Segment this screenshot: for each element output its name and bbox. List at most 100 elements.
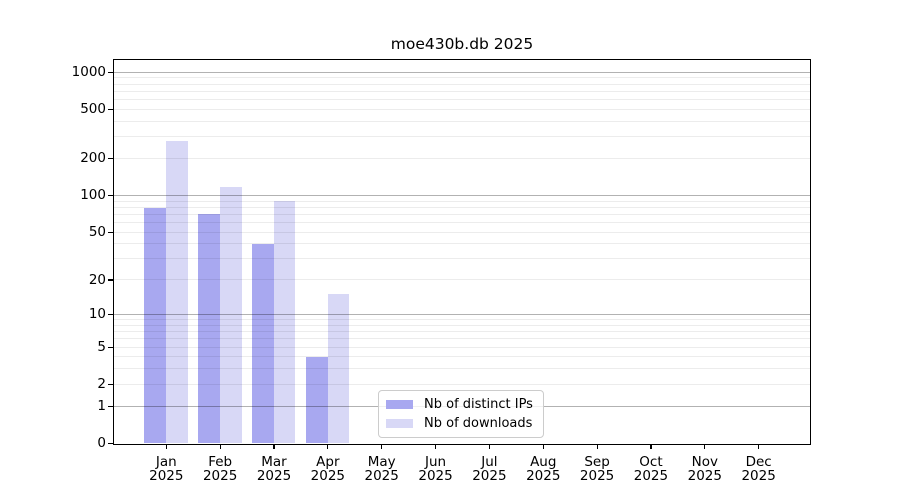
x-tick-aug <box>542 444 544 450</box>
minor-gridline-50 <box>113 231 810 233</box>
minor-gridline-300 <box>113 136 810 138</box>
y-tick-label-1: 1 <box>97 397 106 414</box>
minor-gridline-800 <box>113 83 810 85</box>
x-tick-label-jan: Jan 2025 <box>137 453 195 485</box>
x-tick-label-month: Sep <box>584 453 610 470</box>
x-tick-jun <box>434 444 437 450</box>
x-tick-label-year: 2025 <box>579 468 615 485</box>
x-tick-label-month: Oct <box>639 453 663 470</box>
x-tick-dec <box>758 444 760 450</box>
minor-gridline-200 <box>113 158 810 160</box>
x-tick-label-year: 2025 <box>364 468 399 485</box>
legend-label-distinct-ips: Nb of distinct IPs <box>424 397 533 412</box>
x-tick-label-year: 2025 <box>633 468 669 485</box>
x-tick-label-dec: Dec 2025 <box>730 453 788 484</box>
x-tick-label-year: 2025 <box>526 468 561 485</box>
minor-gridline-6 <box>113 338 810 340</box>
bar-distinct-ips-feb <box>198 214 220 444</box>
x-tick-may <box>381 444 383 450</box>
bar-distinct-ips-mar <box>252 243 274 444</box>
x-tick-label-month: Feb <box>208 453 233 470</box>
minor-gridline-500 <box>113 109 810 110</box>
x-tick-label-year: 2025 <box>202 468 238 485</box>
x-tick-label-month: Dec <box>745 453 772 470</box>
chart-title: moe430b.db 2025 <box>390 35 534 53</box>
x-tick-jul <box>488 444 490 450</box>
x-tick-apr <box>327 444 329 450</box>
minor-gridline-90 <box>113 200 810 202</box>
y-tick-label-100: 100 <box>80 187 106 204</box>
y-tick-0 <box>108 443 113 445</box>
minor-gridline-5 <box>113 346 810 348</box>
bar-downloads-apr <box>327 294 350 444</box>
legend-swatch-distinct-ips <box>386 399 413 410</box>
legend-label-downloads: Nb of downloads <box>424 416 533 431</box>
plot-area <box>112 58 811 445</box>
x-tick-feb <box>219 444 221 450</box>
minor-gridline-700 <box>113 90 810 92</box>
y-tick-20 <box>108 279 113 281</box>
y-tick-label-20: 20 <box>88 271 106 288</box>
bar-distinct-ips-apr <box>306 356 328 444</box>
x-tick-sep <box>596 444 598 450</box>
minor-gridline-3 <box>113 368 810 370</box>
x-tick-label-month: Apr <box>316 453 340 470</box>
x-tick-label-aug: Aug 2025 <box>514 453 572 485</box>
y-tick-500 <box>108 109 113 111</box>
minor-gridline-4 <box>113 356 810 358</box>
y-tick-10 <box>108 314 113 316</box>
minor-gridline-70 <box>113 213 810 215</box>
bar-downloads-jan <box>166 141 188 444</box>
y-tick-200 <box>108 158 113 160</box>
y-tick-label-1000: 1000 <box>71 64 106 81</box>
minor-gridline-900 <box>113 77 810 79</box>
minor-gridline-20 <box>113 279 810 281</box>
x-tick-label-jul: Jul 2025 <box>460 453 518 485</box>
y-tick-50 <box>108 231 113 233</box>
x-tick-label-month: May <box>367 453 396 470</box>
major-gridline-100 <box>113 195 810 197</box>
minor-gridline-400 <box>113 120 810 122</box>
y-tick-100 <box>108 195 113 197</box>
y-tick-label-5: 5 <box>97 338 106 355</box>
legend-item-distinct-ips: Nb of distinct IPs <box>386 397 539 412</box>
y-tick-5 <box>108 346 113 348</box>
bar-distinct-ips-jan <box>144 208 167 444</box>
x-tick-label-month: Aug <box>530 453 557 470</box>
grid-layer <box>113 60 810 444</box>
bar-downloads-mar <box>273 200 296 444</box>
y-tick-1 <box>108 405 113 407</box>
minor-gridline-2 <box>113 383 810 385</box>
bar-downloads-feb <box>219 187 242 444</box>
x-tick-jan <box>165 444 167 450</box>
minor-gridline-7 <box>113 331 810 333</box>
x-tick-label-month: Jul <box>481 453 498 470</box>
major-gridline-1000 <box>113 71 810 73</box>
x-tick-label-apr: Apr 2025 <box>299 453 357 484</box>
y-tick-label-10: 10 <box>88 306 106 323</box>
x-tick-label-year: 2025 <box>418 468 453 485</box>
y-tick-label-500: 500 <box>80 101 106 118</box>
minor-gridline-40 <box>113 243 810 245</box>
x-tick-label-sep: Sep 2025 <box>568 453 626 485</box>
y-tick-1000 <box>108 71 113 74</box>
x-tick-label-mar: Mar 2025 <box>245 453 303 485</box>
x-tick-label-feb: Feb 2025 <box>191 453 249 485</box>
minor-gridline-60 <box>113 222 810 224</box>
legend-swatch-downloads <box>386 418 413 429</box>
x-tick-label-month: Jan <box>155 453 177 470</box>
x-tick-label-year: 2025 <box>472 468 507 485</box>
x-tick-label-year: 2025 <box>149 468 184 485</box>
x-tick-label-year: 2025 <box>687 468 722 485</box>
x-tick-mar <box>273 444 275 450</box>
x-tick-oct <box>650 444 652 450</box>
x-tick-label-year: 2025 <box>256 468 292 485</box>
minor-gridline-8 <box>113 324 810 326</box>
y-tick-label-50: 50 <box>88 223 106 240</box>
x-tick-label-month: Mar <box>261 453 287 470</box>
bars-layer <box>114 60 810 444</box>
x-tick-label-nov: Nov 2025 <box>676 454 734 485</box>
x-tick-label-oct: Oct 2025 <box>622 453 680 485</box>
x-tick-label-jun: Jun 2025 <box>407 454 465 485</box>
minor-gridline-600 <box>113 99 810 101</box>
